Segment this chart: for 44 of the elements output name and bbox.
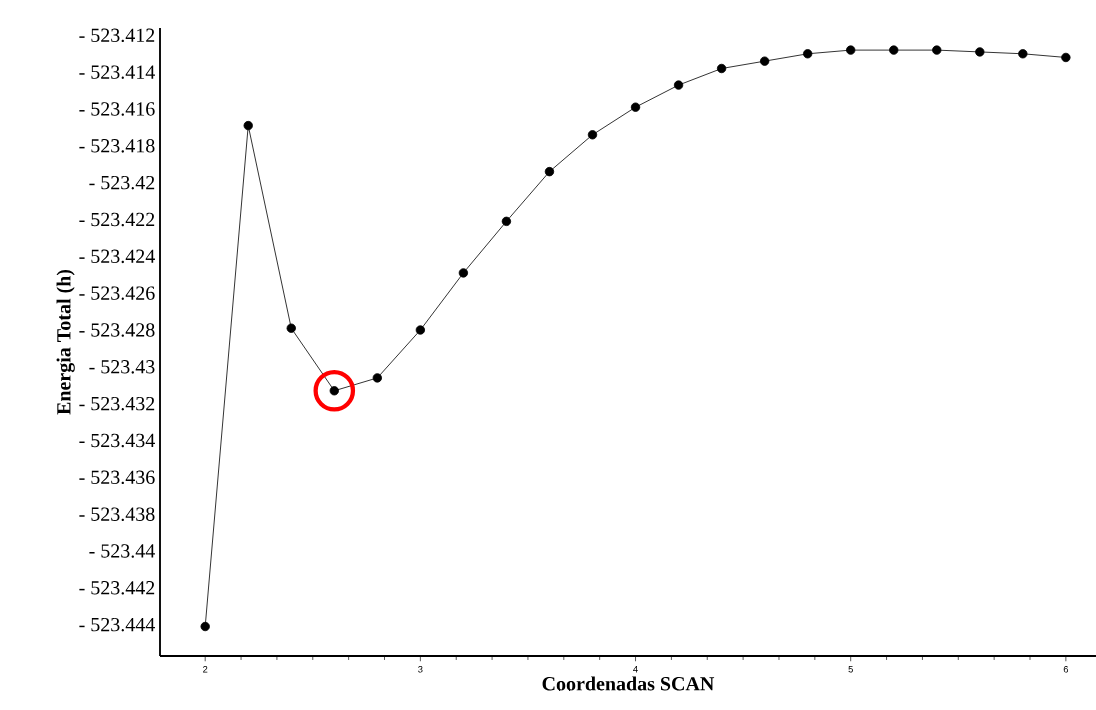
y-tick-label: - 523.416 xyxy=(79,102,155,116)
y-tick-label: - 523.432 xyxy=(79,396,155,411)
point xyxy=(889,45,899,55)
point xyxy=(458,268,469,278)
y-axis-title: Energia Total (h) xyxy=(56,269,75,415)
point xyxy=(716,63,727,74)
point xyxy=(501,216,512,227)
y-tick-label: - 523.426 xyxy=(79,286,155,300)
x-tick-label: 5 xyxy=(848,665,853,673)
y-tick-label: - 523.418 xyxy=(79,139,155,153)
y-tick-label: - 523.414 xyxy=(79,65,155,79)
point xyxy=(587,130,598,140)
point xyxy=(415,325,426,335)
point xyxy=(1061,52,1071,63)
y-tick-label: - 523.424 xyxy=(79,249,155,264)
point xyxy=(1018,49,1028,59)
point xyxy=(243,120,253,131)
point xyxy=(630,102,641,112)
x-tick-label: 4 xyxy=(633,665,638,673)
point xyxy=(286,323,296,333)
y-tick-label: - 523.422 xyxy=(79,212,155,227)
y-tick-label: - 523.436 xyxy=(79,470,155,485)
point xyxy=(932,45,942,55)
y-tick-label: - 523.412 xyxy=(79,28,155,43)
point xyxy=(544,166,555,177)
y-tick-label: - 523.43 xyxy=(89,360,155,374)
x-axis-title: Coordenadas SCAN xyxy=(542,676,715,691)
x-tick-label: 2 xyxy=(203,665,208,673)
y-tick-label: - 523.428 xyxy=(79,323,155,337)
point xyxy=(759,56,770,66)
y-tick-label: - 523.434 xyxy=(79,433,155,448)
y-tick-label: - 523.442 xyxy=(79,581,155,595)
y-tick-label: - 523.42 xyxy=(89,175,155,190)
point xyxy=(200,621,210,632)
y-tick-label: - 523.44 xyxy=(89,544,155,558)
y-tick-label: - 523.444 xyxy=(79,617,155,632)
x-tick-label: 6 xyxy=(1063,665,1069,673)
point xyxy=(975,47,985,57)
x-tick-label: 3 xyxy=(418,665,423,673)
point xyxy=(673,80,684,90)
y-tick-label: - 523.438 xyxy=(79,507,155,521)
point xyxy=(846,45,856,55)
point xyxy=(372,373,382,383)
point xyxy=(803,49,813,59)
